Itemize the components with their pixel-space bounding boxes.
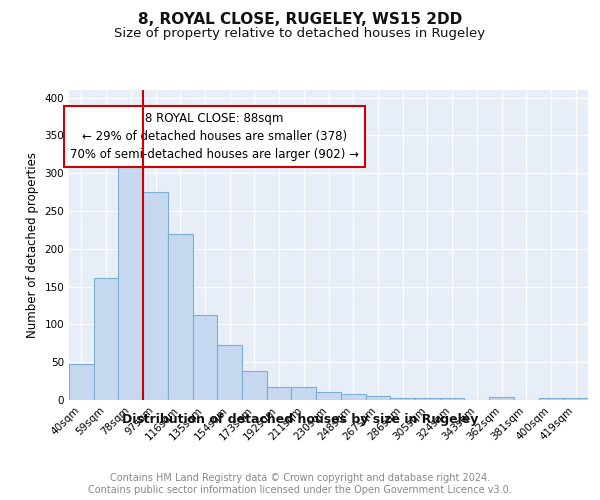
Text: 8 ROYAL CLOSE: 88sqm
← 29% of detached houses are smaller (378)
70% of semi-deta: 8 ROYAL CLOSE: 88sqm ← 29% of detached h… <box>70 112 359 160</box>
Bar <box>69 364 94 400</box>
Bar <box>94 278 118 400</box>
Text: Distribution of detached houses by size in Rugeley: Distribution of detached houses by size … <box>122 412 478 426</box>
Bar <box>415 398 440 400</box>
Bar <box>563 398 588 400</box>
Bar <box>539 398 563 400</box>
Text: Size of property relative to detached houses in Rugeley: Size of property relative to detached ho… <box>115 28 485 40</box>
Bar <box>143 192 168 400</box>
Bar <box>118 158 143 400</box>
Bar <box>489 397 514 400</box>
Bar <box>440 398 464 400</box>
Text: 8, ROYAL CLOSE, RUGELEY, WS15 2DD: 8, ROYAL CLOSE, RUGELEY, WS15 2DD <box>138 12 462 28</box>
Bar <box>193 314 217 400</box>
Bar <box>242 370 267 400</box>
Bar <box>341 394 365 400</box>
Bar <box>267 387 292 400</box>
Bar <box>292 387 316 400</box>
Bar <box>365 396 390 400</box>
Bar <box>390 398 415 400</box>
Bar <box>316 392 341 400</box>
Bar <box>217 345 242 400</box>
Bar <box>168 234 193 400</box>
Text: Contains HM Land Registry data © Crown copyright and database right 2024.
Contai: Contains HM Land Registry data © Crown c… <box>88 474 512 495</box>
Y-axis label: Number of detached properties: Number of detached properties <box>26 152 39 338</box>
